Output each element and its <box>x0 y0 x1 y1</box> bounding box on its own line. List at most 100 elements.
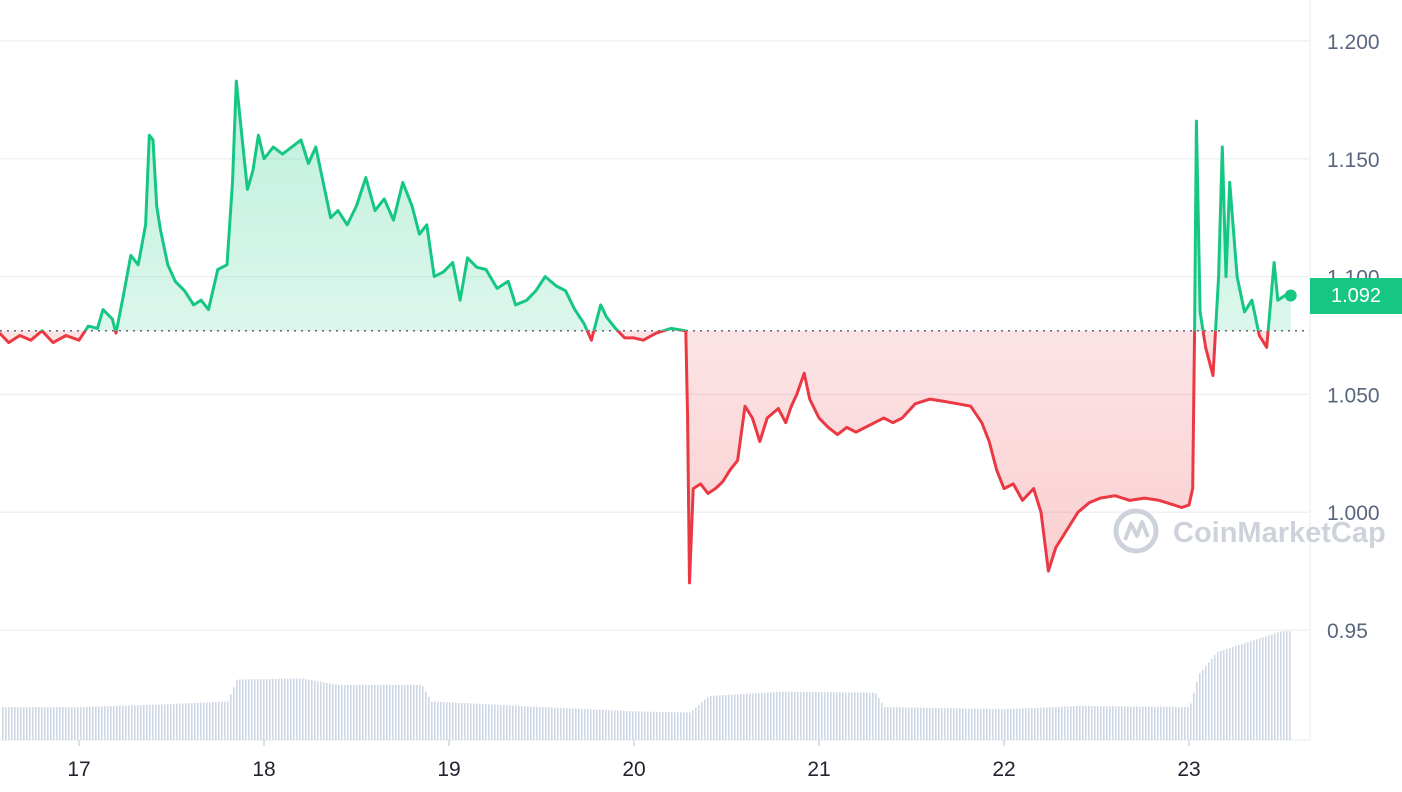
volume-bar <box>788 691 790 740</box>
volume-bar <box>1217 651 1219 740</box>
volume-bar <box>974 708 976 740</box>
volume-bar <box>1250 641 1252 740</box>
volume-bar <box>1193 692 1195 740</box>
volume-bar <box>734 694 736 740</box>
volume-bar <box>485 704 487 740</box>
volume-bar <box>830 692 832 740</box>
volume-bar <box>1184 706 1186 740</box>
volume-bar <box>548 707 550 740</box>
volume-bar <box>155 704 157 740</box>
volume-bar <box>707 696 709 740</box>
volume-bar <box>326 682 328 740</box>
volume-bar <box>1169 706 1171 740</box>
volume-bar <box>263 679 265 740</box>
volume-bar <box>923 707 925 740</box>
volume-bar <box>272 678 274 740</box>
volume-bar <box>1118 706 1120 740</box>
volume-bar <box>494 704 496 740</box>
volume-bar <box>746 693 748 740</box>
volume-bar <box>1007 709 1009 740</box>
volume-bar <box>203 702 205 740</box>
volume-bar <box>851 692 853 740</box>
volume-bar <box>1094 706 1096 740</box>
volume-bar <box>431 701 433 740</box>
volume-bar <box>1196 682 1198 740</box>
volume-bar <box>914 707 916 740</box>
volume-bar <box>191 703 193 740</box>
volume-bar <box>182 703 184 740</box>
volume-bar <box>176 703 178 740</box>
volume-bar <box>230 694 232 740</box>
volume-bar <box>683 712 685 740</box>
volume-bar <box>245 679 247 740</box>
volume-bar <box>95 706 97 740</box>
volume-bar <box>866 692 868 740</box>
volume-bar <box>242 679 244 740</box>
volume-bar <box>194 702 196 740</box>
volume-bar <box>314 680 316 740</box>
volume-bar <box>1208 662 1210 740</box>
volume-bar <box>461 703 463 740</box>
volume-bar <box>950 708 952 740</box>
volume-bar <box>1229 648 1231 740</box>
volume-bar <box>677 712 679 740</box>
volume-bar <box>764 692 766 740</box>
volume-bar <box>674 712 676 740</box>
volume-bar <box>1001 709 1003 740</box>
volume-bar <box>86 706 88 740</box>
volume-bar <box>587 709 589 740</box>
volume-bar <box>758 693 760 740</box>
volume-bar <box>770 692 772 740</box>
volume-bar <box>1190 703 1192 740</box>
volume-bar <box>302 678 304 740</box>
volume-bar <box>1055 706 1057 740</box>
volume-bar <box>680 712 682 740</box>
volume-bar <box>941 708 943 740</box>
volume-bar <box>749 693 751 740</box>
volume-bar <box>791 691 793 740</box>
volume-bar <box>311 680 313 740</box>
volume-bar <box>1172 706 1174 740</box>
volume-bar <box>386 685 388 740</box>
volume-bar <box>482 704 484 740</box>
volume-bar <box>338 685 340 740</box>
volume-bar <box>626 711 628 740</box>
volume-bar <box>146 705 148 740</box>
volume-bar <box>1124 706 1126 740</box>
volume-bar <box>188 703 190 740</box>
volume-bar <box>365 685 367 740</box>
volume-bar <box>1058 706 1060 740</box>
volume-bar <box>848 692 850 740</box>
x-tick-label: 20 <box>622 758 645 781</box>
volume-bar <box>926 707 928 740</box>
volume-bar <box>872 692 874 740</box>
volume-bar <box>1232 647 1234 740</box>
volume-bar <box>62 707 64 740</box>
volume-bar <box>875 693 877 740</box>
volume-bar <box>752 693 754 740</box>
volume-bar <box>1253 640 1255 740</box>
volume-bar <box>629 711 631 740</box>
volume-bar <box>899 707 901 740</box>
volume-bar <box>617 710 619 740</box>
x-tick-label: 22 <box>992 758 1015 781</box>
volume-bar <box>836 692 838 740</box>
volume-bar <box>1022 708 1024 740</box>
volume-bar <box>134 705 136 740</box>
volume-bar <box>1142 706 1144 740</box>
volume-bar <box>173 703 175 740</box>
volume-bar <box>1070 706 1072 740</box>
volume-bar <box>275 678 277 740</box>
volume-bar <box>821 692 823 740</box>
volume-bar <box>233 687 235 740</box>
volume-bar <box>470 703 472 740</box>
volume-bar <box>1181 706 1183 740</box>
volume-bar <box>641 711 643 740</box>
volume-bar <box>998 709 1000 740</box>
volume-bar <box>401 685 403 740</box>
volume-bar <box>2 707 4 740</box>
volume-bar <box>893 707 895 740</box>
volume-bar <box>158 704 160 740</box>
volume-bar <box>524 706 526 740</box>
volume-bar <box>128 705 130 740</box>
